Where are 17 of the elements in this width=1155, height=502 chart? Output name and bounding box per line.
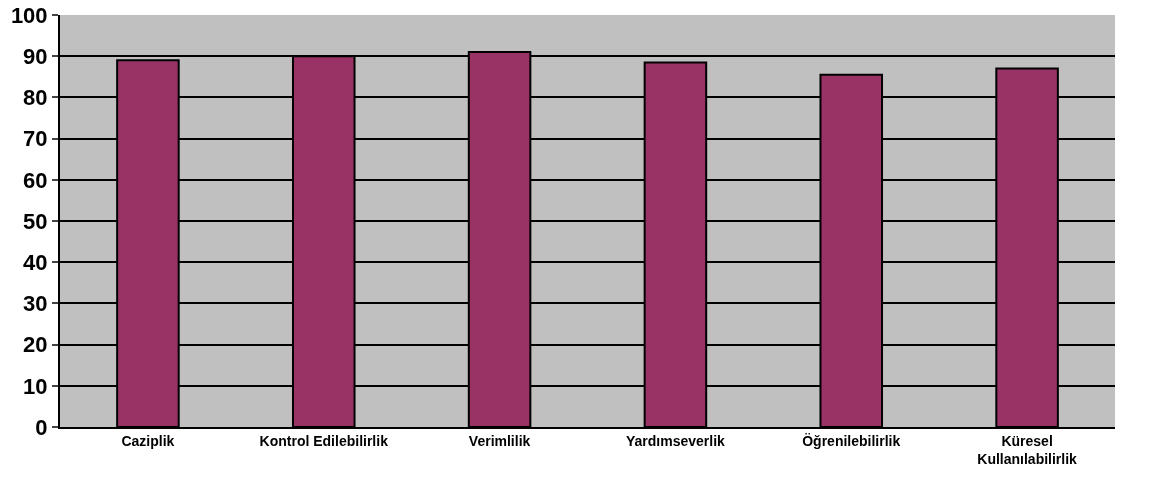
y-tick-label: 80 [23, 85, 48, 111]
x-tick-label: Kontrol Edilebilirlik [259, 432, 389, 449]
y-tick-label: 0 [35, 414, 48, 440]
y-tick-label: 70 [23, 126, 48, 152]
x-tick-label: Caziplik [121, 432, 175, 449]
x-tick-label: Verimlilik [468, 432, 531, 449]
y-tick-label: 20 [23, 332, 48, 358]
y-tick-label: 40 [23, 249, 48, 275]
y-tick-label: 100 [10, 2, 48, 28]
y-tick-label: 90 [23, 43, 48, 69]
x-tick-label: Yardımseverlik [625, 432, 726, 449]
y-tick-label: 10 [23, 373, 48, 399]
y-tick-label: 30 [23, 291, 48, 317]
y-tick-label: 60 [23, 167, 48, 193]
x-tick-label: Öğrenilebilirlik [802, 432, 901, 449]
x-tick-label: Küresel Kullanılabilirlik [977, 432, 1078, 467]
y-tick-label: 50 [23, 208, 48, 234]
